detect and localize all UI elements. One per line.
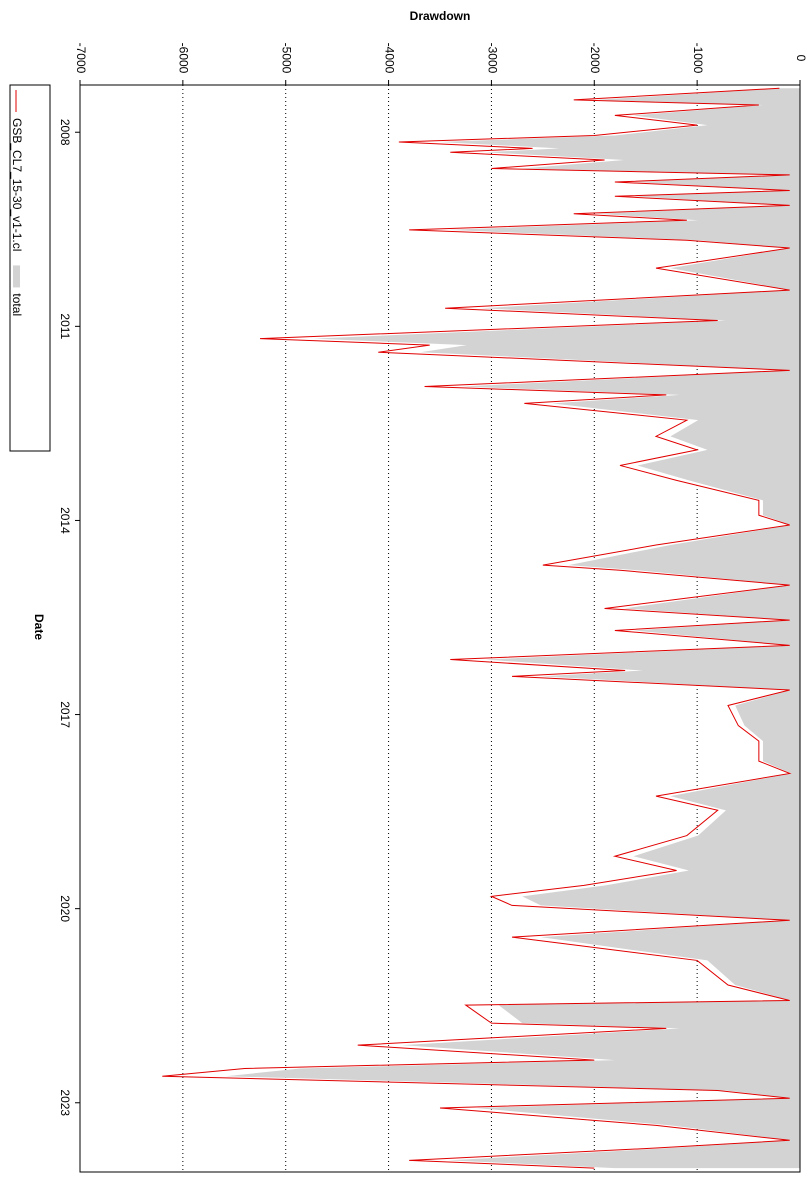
y-tick-label: -7000 — [74, 43, 88, 74]
y-tick-label: -2000 — [588, 43, 602, 74]
line — [162, 87, 792, 1169]
x-tick-label: 2008 — [58, 119, 72, 146]
legend-label: total — [10, 293, 24, 316]
legend-swatch — [13, 265, 20, 288]
x-tick-label: 2011 — [58, 313, 72, 339]
y-tick-label: -1000 — [691, 43, 705, 74]
area — [226, 88, 801, 1169]
y-tick-label: 0 — [794, 55, 808, 62]
x-tick-label: 2023 — [58, 1089, 72, 1116]
x-axis-title: Date — [32, 614, 46, 640]
x-tick-label: 2014 — [58, 507, 72, 534]
legend-label: GSB_CL7_15-30_v1-1.cl — [10, 118, 24, 251]
chart-title: Drawdown — [410, 9, 471, 23]
y-tick-label: -4000 — [382, 43, 396, 74]
x-tick-label: 2020 — [58, 895, 72, 922]
plot-frame — [79, 84, 801, 1173]
y-tick-label: -5000 — [280, 43, 294, 74]
x-tick-label: 2017 — [58, 701, 72, 728]
y-tick-label: -6000 — [177, 43, 191, 74]
y-tick-label: -3000 — [485, 43, 499, 74]
